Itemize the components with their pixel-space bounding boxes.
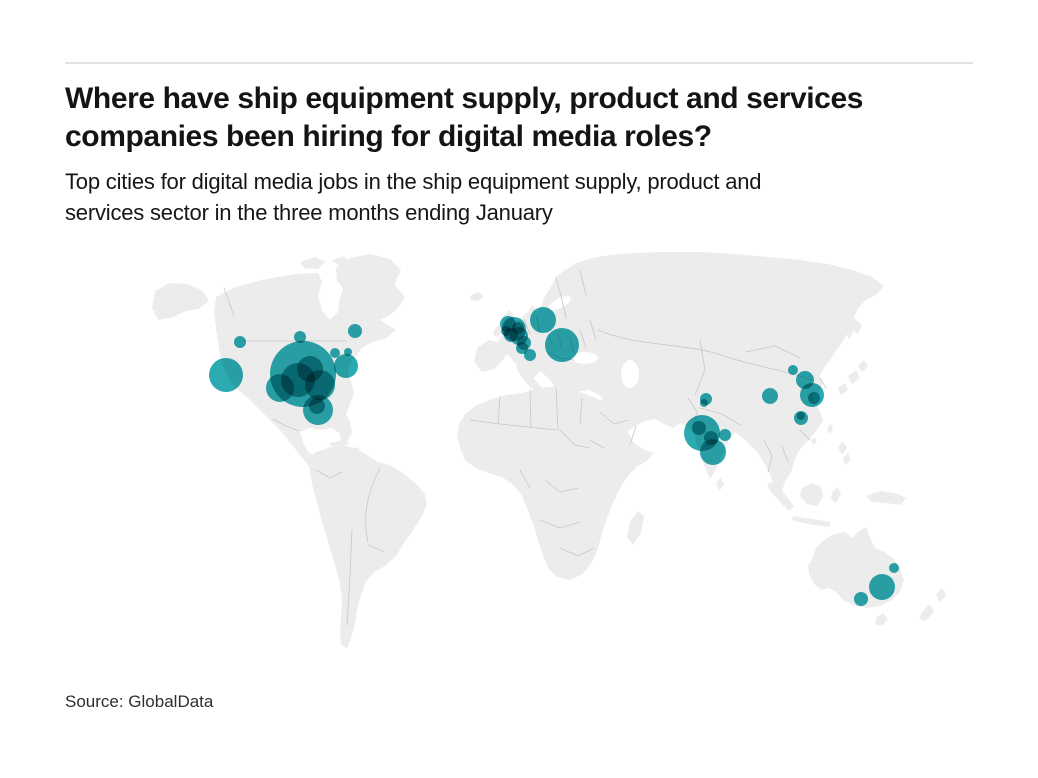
- border-line: [497, 387, 583, 431]
- border-line: [559, 429, 591, 449]
- landmass-south-america: [309, 446, 427, 648]
- city-bubble-north-america: [334, 354, 358, 378]
- caspian-sea: [621, 360, 639, 388]
- page-title: Where have ship equipment supply, produc…: [65, 80, 985, 156]
- title-line-2: companies been hiring for digital media …: [65, 120, 712, 153]
- border-line: [346, 529, 353, 626]
- city-bubble-europe: [501, 326, 511, 336]
- city-bubble-india: [700, 399, 708, 407]
- border-line: [589, 411, 637, 449]
- border-line: [744, 345, 801, 359]
- landmass-indonesia: [767, 482, 906, 527]
- chart-subtitle: Top cities for digital media jobs in the…: [65, 166, 985, 228]
- city-bubble-east-asia: [797, 412, 805, 420]
- city-bubble-europe: [545, 328, 579, 362]
- landmass-iceland: [470, 292, 484, 301]
- subtitle-line-2: services sector in the three months endi…: [65, 200, 553, 225]
- source-caption: Source: GlobalData: [65, 692, 214, 711]
- city-bubble-europe: [524, 349, 536, 361]
- title-line-1: Where have ship equipment supply, produc…: [65, 82, 864, 115]
- border-line: [539, 519, 595, 557]
- city-bubble-east-asia: [762, 388, 778, 404]
- landmass-ireland: [493, 325, 503, 337]
- border-line: [519, 469, 579, 493]
- border-line: [597, 329, 813, 381]
- city-bubble-north-america: [309, 398, 325, 414]
- city-bubble-north-america: [330, 348, 340, 358]
- landmass-sri-lanka: [716, 478, 724, 491]
- city-bubble-india: [692, 421, 706, 435]
- border-line: [315, 469, 343, 479]
- border-line: [365, 467, 381, 543]
- bubble-layer: [209, 307, 899, 606]
- city-bubble-india: [700, 439, 726, 465]
- border-line: [763, 377, 827, 473]
- city-bubble-australia: [869, 574, 895, 600]
- landmass-japan: [838, 360, 868, 395]
- black-sea: [572, 352, 598, 364]
- landmass-taiwan-hainan: [811, 424, 833, 445]
- landmass-greenland: [336, 254, 401, 297]
- landmass-new-zealand: [919, 588, 946, 621]
- border-line: [367, 544, 385, 553]
- border-line: [469, 419, 557, 431]
- landmass-philippines: [838, 441, 851, 465]
- city-bubble-east-asia: [788, 365, 798, 375]
- city-bubble-australia: [854, 592, 868, 606]
- city-bubble-europe: [530, 307, 556, 333]
- landmass-arctic-islands: [300, 256, 372, 269]
- border-line: [555, 269, 587, 319]
- landmass-tasmania: [875, 613, 888, 626]
- city-bubble-europe: [512, 322, 524, 334]
- city-bubble-east-asia: [808, 392, 820, 404]
- city-bubble-north-america: [348, 324, 362, 338]
- baltic-sea: [549, 295, 571, 311]
- subtitle-line-1: Top cities for digital media jobs in the…: [65, 169, 762, 194]
- city-bubble-north-america: [344, 348, 352, 356]
- city-bubble-north-america: [305, 370, 335, 400]
- city-bubble-north-america: [234, 336, 246, 348]
- border-line: [223, 287, 235, 317]
- header-divider: [65, 62, 973, 64]
- landmass-alaska: [152, 283, 209, 320]
- city-bubble-europe: [516, 342, 528, 354]
- city-bubble-north-america: [209, 358, 243, 392]
- landmass-madagascar: [627, 511, 644, 545]
- city-bubble-australia: [889, 563, 899, 573]
- landmass-sakhalin: [846, 322, 854, 340]
- border-line: [694, 339, 706, 396]
- city-bubble-north-america: [294, 331, 306, 343]
- city-bubble-india: [719, 429, 731, 441]
- border-line: [272, 418, 300, 432]
- city-bubble-north-america: [266, 374, 294, 402]
